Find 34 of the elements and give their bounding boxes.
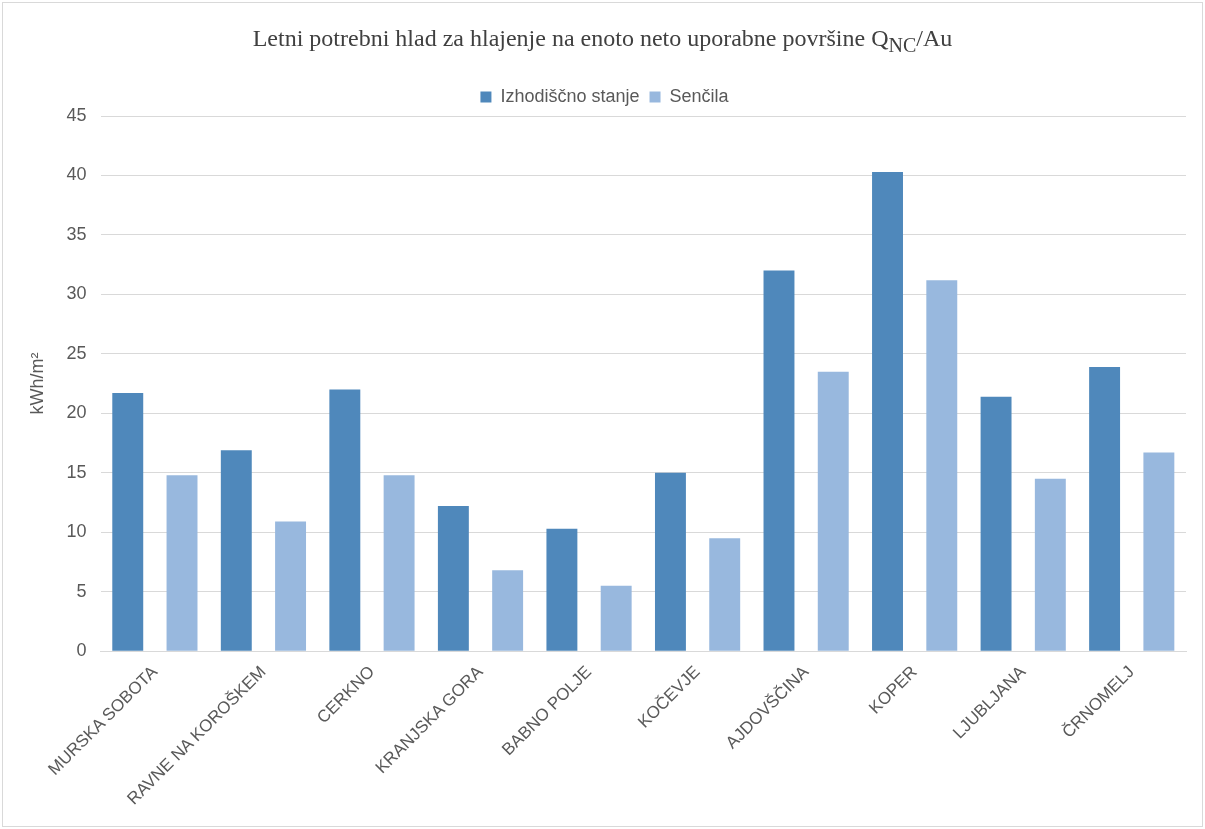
bar — [275, 521, 307, 651]
bar — [817, 371, 849, 651]
bar — [112, 393, 144, 651]
chart-title: Letni potrebni hlad za hlajenje na enoto neto uporabne površine Q$_{NC}$/Au — [251, 25, 954, 57]
bar — [437, 506, 469, 651]
bar — [1143, 452, 1175, 651]
bar — [709, 538, 741, 651]
y-tick-label: 35 — [66, 223, 87, 244]
y-tick-label: 25 — [66, 342, 87, 363]
y-tick-label: 30 — [66, 283, 87, 304]
y-tick-label: 15 — [66, 461, 87, 482]
bar — [980, 396, 1012, 651]
bar — [1089, 366, 1121, 651]
legend-label: Senčila — [669, 85, 730, 106]
bar — [926, 280, 958, 651]
y-tick-label: 45 — [66, 104, 87, 125]
bar — [220, 450, 252, 651]
bar — [654, 472, 686, 651]
bar — [600, 585, 632, 651]
bar — [166, 475, 198, 651]
y-tick-label: 20 — [66, 402, 87, 423]
bar — [763, 270, 795, 651]
y-axis-title: kWh/m² — [26, 352, 47, 415]
bar — [329, 389, 361, 651]
bar — [383, 475, 415, 651]
legend-label: Izhodiščno stanje — [500, 85, 640, 106]
y-tick-label: 40 — [66, 164, 87, 185]
bar — [492, 570, 524, 651]
bar — [1034, 478, 1066, 651]
y-tick-label: 5 — [76, 580, 87, 601]
bar — [546, 528, 578, 651]
bar — [872, 171, 903, 651]
y-tick-label: 10 — [66, 521, 87, 542]
y-tick-label: 0 — [76, 640, 87, 661]
